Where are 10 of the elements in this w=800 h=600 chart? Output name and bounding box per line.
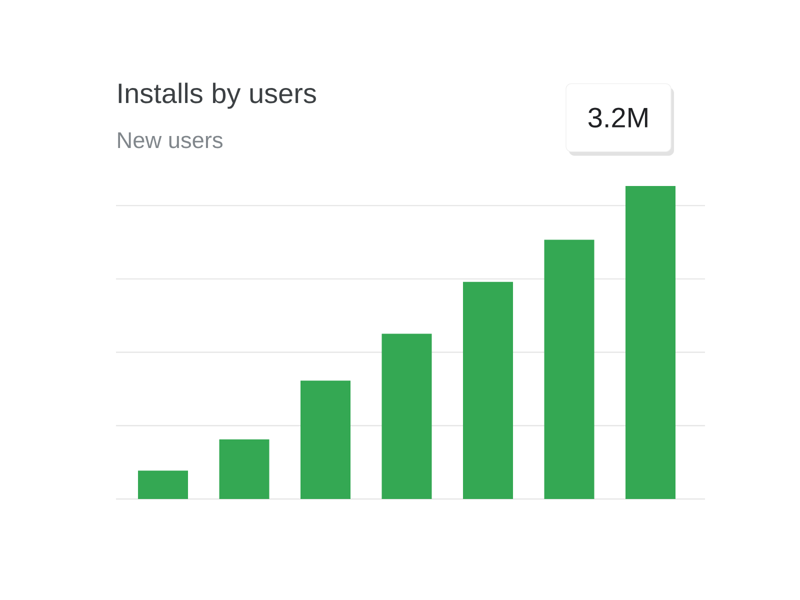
chart-title: Installs by users bbox=[118, 82, 316, 109]
bar bbox=[382, 334, 432, 499]
bar bbox=[138, 470, 188, 499]
bar bbox=[219, 439, 270, 499]
bar bbox=[463, 282, 514, 499]
bar bbox=[300, 380, 351, 499]
bar bbox=[544, 240, 594, 499]
bar bbox=[625, 186, 676, 499]
chart-subtitle: New users bbox=[118, 132, 222, 148]
data-label: 3.2M bbox=[588, 108, 648, 128]
